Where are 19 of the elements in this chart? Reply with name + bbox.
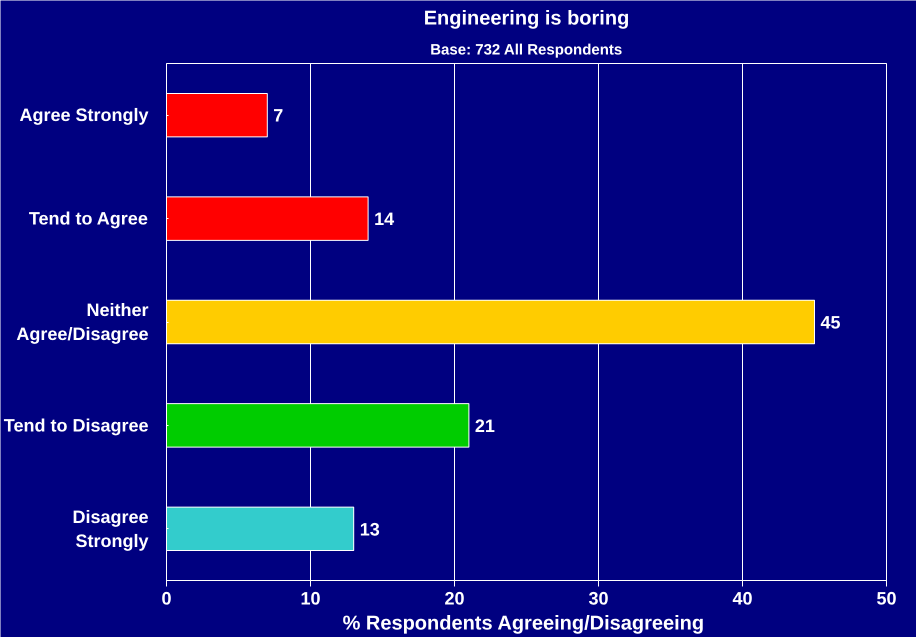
data-label: 45 — [820, 312, 841, 332]
data-label: 7 — [273, 106, 284, 126]
x-tick-label: 30 — [588, 588, 609, 608]
x-tick-label: 40 — [732, 588, 753, 608]
data-label: 21 — [474, 416, 495, 436]
x-tick-label: 50 — [876, 588, 897, 608]
y-tick-label: Tend to Agree — [28, 208, 148, 229]
data-label: 14 — [374, 209, 394, 230]
chart-title: Engineering is boring — [424, 8, 630, 30]
x-tick-label: 0 — [161, 588, 172, 608]
x-axis-title: % Respondents Agreeing/Disagreeing — [342, 612, 704, 634]
y-tick-label: Tend to Disagree — [4, 415, 149, 436]
x-tick-label: 20 — [444, 588, 465, 608]
data-label: 13 — [360, 519, 380, 540]
chart-subtitle: Base: 732 All Respondents — [430, 42, 622, 58]
y-tick-label: Neither Agree/Disagree — [16, 300, 149, 344]
y-tick-label: Agree Strongly — [19, 105, 149, 126]
y-tick-label: Disagree Strongly — [72, 506, 149, 551]
x-tick-label: 10 — [300, 588, 321, 608]
